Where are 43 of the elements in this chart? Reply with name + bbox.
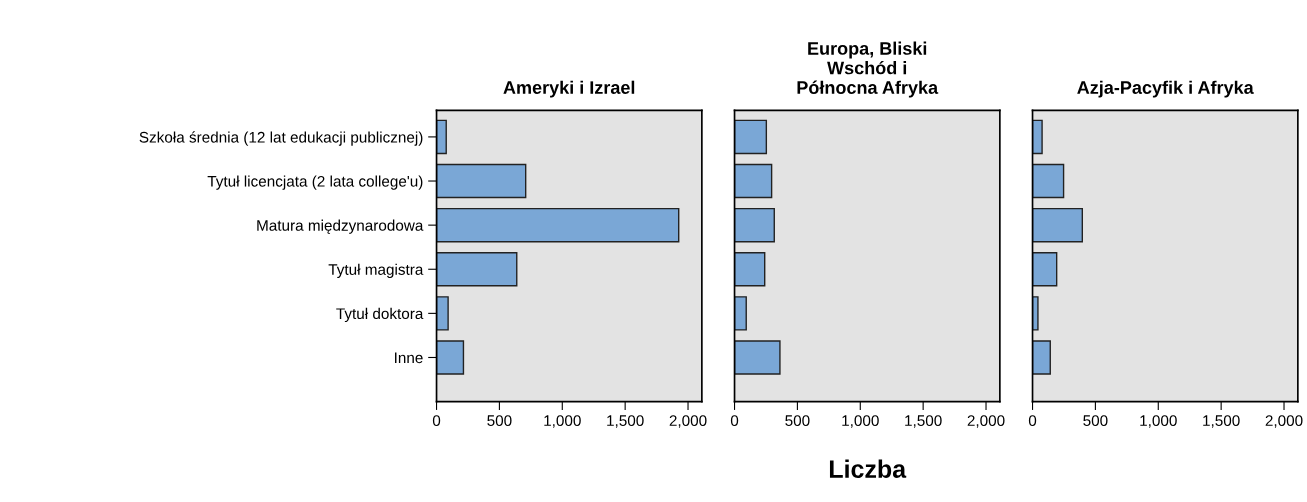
chart-title: Azja-Pacyfik i Afryka bbox=[1077, 80, 1254, 98]
bar bbox=[1032, 163, 1065, 199]
y-tick-label: Inne bbox=[395, 352, 423, 364]
x-axis-title: Liczba bbox=[829, 459, 907, 478]
x-tick-label: 1,000 bbox=[1140, 415, 1177, 428]
bar bbox=[436, 119, 447, 155]
bar bbox=[1032, 340, 1051, 375]
bar bbox=[734, 252, 766, 287]
x-tick-label: 0 bbox=[730, 415, 739, 427]
y-tick-label: Matura międzynarodowa bbox=[257, 219, 424, 234]
x-tick-label: 1,500 bbox=[607, 415, 644, 428]
bar bbox=[734, 163, 773, 199]
x-tick-label: 2,000 bbox=[1265, 415, 1303, 428]
bar bbox=[734, 340, 781, 375]
chart-title: Ameryki i Izrael bbox=[503, 80, 635, 98]
x-tick-label: 1,500 bbox=[1203, 415, 1240, 428]
bar bbox=[1032, 252, 1058, 287]
bar bbox=[734, 119, 768, 155]
y-tick-label: Tytuł licencjata (2 lata college'u) bbox=[207, 175, 423, 190]
bar bbox=[436, 296, 449, 331]
y-tick-label: Tytuł magistra bbox=[328, 263, 424, 278]
x-tick-label: 0 bbox=[432, 415, 441, 427]
bar bbox=[436, 207, 680, 243]
bar bbox=[1032, 119, 1043, 155]
chart-title: Europa, Bliski Wschód i Północna Afryka bbox=[797, 41, 939, 98]
x-tick-label: 500 bbox=[785, 415, 810, 427]
bar bbox=[734, 296, 747, 331]
x-tick-label: 500 bbox=[487, 415, 512, 427]
x-tick-label: 2,000 bbox=[967, 415, 1005, 428]
bar bbox=[1032, 207, 1084, 243]
bar bbox=[436, 340, 465, 375]
bar bbox=[1032, 296, 1039, 331]
x-tick-label: 500 bbox=[1083, 415, 1108, 427]
x-tick-label: 1,000 bbox=[842, 415, 879, 428]
bar bbox=[436, 252, 518, 287]
x-tick-label: 1,500 bbox=[905, 415, 942, 428]
x-tick-label: 2,000 bbox=[669, 415, 707, 428]
y-tick-label: Tytuł doktora bbox=[336, 307, 424, 323]
x-tick-label: 0 bbox=[1028, 415, 1037, 427]
y-tick-label: Szkoła średnia (12 lat edukacji publicznej) bbox=[139, 131, 423, 146]
x-tick-label: 1,000 bbox=[544, 415, 581, 428]
bar bbox=[436, 163, 527, 199]
bar bbox=[734, 207, 775, 243]
